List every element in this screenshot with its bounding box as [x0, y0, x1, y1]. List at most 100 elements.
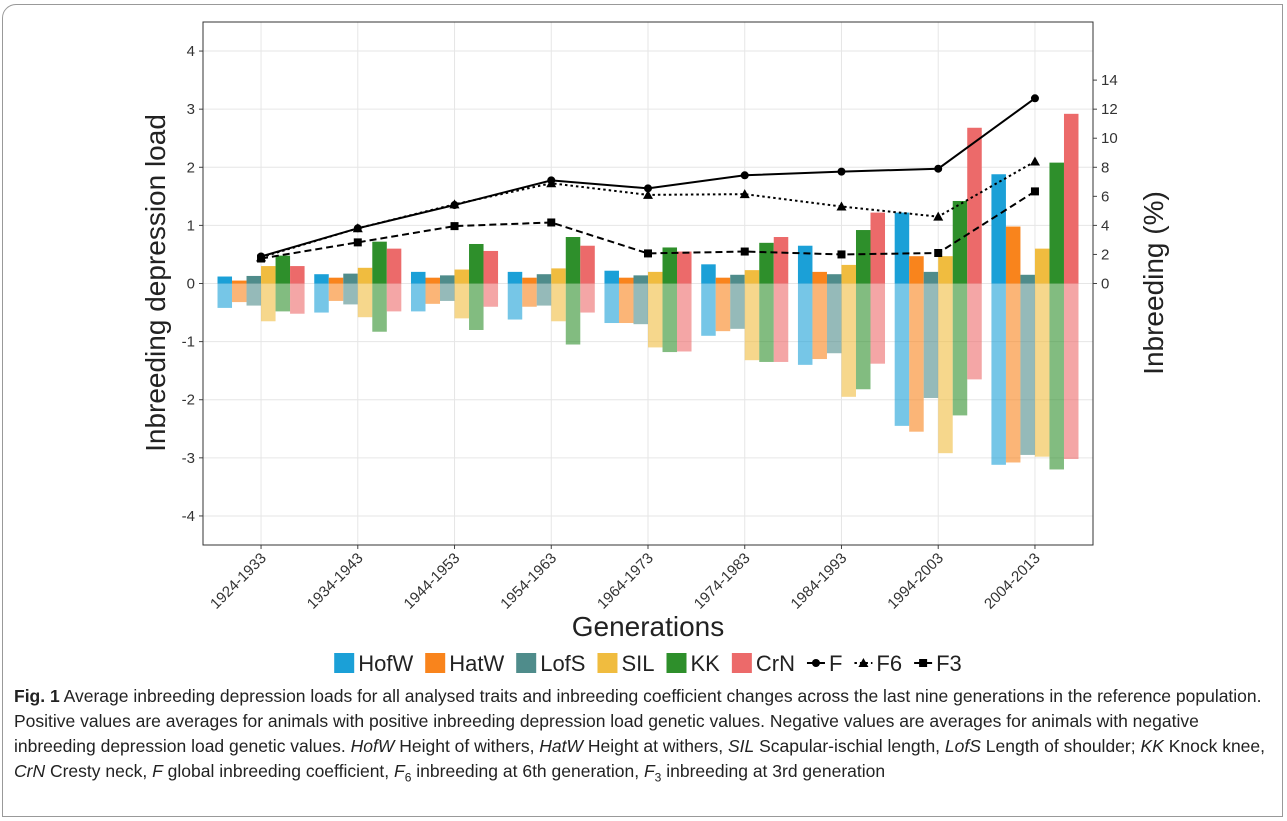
bar-negative — [909, 283, 924, 432]
legend-label: KK — [691, 651, 721, 676]
bar-positive — [232, 280, 247, 284]
x-tick-label: 1944-1953 — [401, 550, 464, 613]
bar-positive — [1005, 226, 1021, 284]
legend-marker — [811, 659, 820, 667]
bar-positive — [275, 255, 291, 284]
bar-positive — [357, 267, 373, 284]
legend-swatch — [425, 653, 446, 673]
bar-negative — [372, 283, 387, 332]
y-tick-label: -1 — [182, 334, 195, 351]
bar-positive — [826, 274, 842, 284]
legend-swatch — [516, 653, 537, 673]
caption-text: Scapular-ischial length, — [754, 736, 945, 756]
bar-positive — [894, 212, 910, 284]
bar-negative — [841, 283, 856, 397]
x-tick-label: 1994-2003 — [884, 550, 947, 613]
bar-positive — [909, 256, 924, 284]
x-tick-label: 1974-1983 — [691, 550, 754, 613]
bar-positive — [507, 271, 523, 284]
bar-negative — [440, 283, 455, 301]
legend-label: F6 — [876, 651, 902, 676]
bar-negative — [386, 283, 402, 312]
caption-text: Average inbreeding depression loads for … — [14, 686, 1262, 756]
bar-positive — [1034, 248, 1050, 284]
bar-positive — [797, 245, 813, 284]
bar-positive — [1020, 274, 1035, 284]
bar-negative — [357, 283, 373, 318]
bar-positive — [633, 275, 648, 284]
legend-swatch — [731, 653, 752, 673]
bar-negative — [261, 283, 276, 322]
bar-negative — [744, 283, 760, 361]
line-marker — [644, 184, 652, 193]
y-axis-title: Inbreeding depression load — [140, 114, 171, 452]
bar-positive — [551, 268, 566, 284]
bar-negative — [967, 283, 982, 380]
bar-negative — [701, 283, 716, 336]
y-tick-label: 2 — [187, 159, 195, 176]
bar-negative — [551, 283, 566, 322]
caption-text: HatW — [539, 736, 584, 756]
bar-negative — [870, 283, 886, 364]
caption-text: Cresty neck, — [45, 761, 153, 781]
y2-tick-label: 14 — [1101, 72, 1118, 89]
bar-positive — [662, 247, 678, 284]
bar-positive — [923, 271, 939, 284]
bar-negative — [536, 283, 552, 306]
bar-positive — [952, 200, 968, 284]
caption-text: 6 — [404, 770, 412, 785]
bar-negative — [425, 283, 441, 304]
bar-negative — [991, 283, 1006, 465]
bar-positive — [701, 264, 716, 284]
line-marker — [740, 171, 749, 180]
y2-tick-label: 10 — [1101, 130, 1118, 147]
caption-text: global inbreeding coefficient, — [162, 761, 395, 781]
line-marker — [934, 164, 943, 173]
bar-positive — [841, 264, 856, 284]
x-tick-label: 1924-1933 — [207, 550, 270, 613]
bar-negative — [633, 283, 648, 325]
line-marker — [740, 247, 749, 256]
bar-positive — [618, 277, 634, 284]
bar-negative — [1020, 283, 1035, 455]
line-marker — [837, 250, 846, 259]
bar-negative — [483, 283, 499, 307]
line-marker — [449, 199, 460, 209]
line-series — [260, 190, 1036, 260]
bar-positive — [773, 237, 789, 284]
bar-positive — [314, 274, 329, 284]
bar-positive — [812, 271, 827, 284]
legend: HofW HatW LofS SIL KK CrN F F6 F3 — [334, 651, 962, 676]
bar-negative — [855, 283, 871, 390]
bar-negative — [275, 283, 291, 312]
legend-marker — [858, 658, 869, 667]
legend-swatch — [334, 653, 355, 673]
y2-tick-label: 8 — [1101, 159, 1109, 176]
bar-positive — [991, 174, 1006, 284]
line-marker — [934, 248, 943, 257]
x-tick-label: 1934-1943 — [304, 550, 367, 613]
caption-text: SIL — [727, 736, 755, 756]
bar-positive — [565, 237, 581, 284]
chart: Inbreeding depression load Inbreeding (%… — [140, 21, 1169, 676]
bar-negative — [797, 283, 813, 365]
bar-negative — [648, 283, 663, 348]
line-marker — [450, 222, 459, 231]
bar-negative — [565, 283, 581, 345]
bar-negative — [618, 283, 634, 324]
line-marker — [352, 223, 363, 233]
y2-tick-label: 2 — [1101, 246, 1109, 263]
bar-positive — [938, 256, 953, 284]
line-marker — [644, 249, 652, 258]
bar-positive — [855, 230, 871, 284]
caption-text: Height at withers, — [583, 736, 728, 756]
y2-tick-label: 12 — [1101, 101, 1118, 118]
y-tick-label: -4 — [182, 508, 195, 525]
bar-negative — [1063, 283, 1079, 459]
caption-text: Length of shoulder; — [980, 736, 1141, 756]
bar-negative — [604, 283, 619, 324]
caption-text: F — [394, 761, 405, 781]
figure-frame — [2, 4, 1283, 817]
bar-positive — [343, 273, 358, 284]
